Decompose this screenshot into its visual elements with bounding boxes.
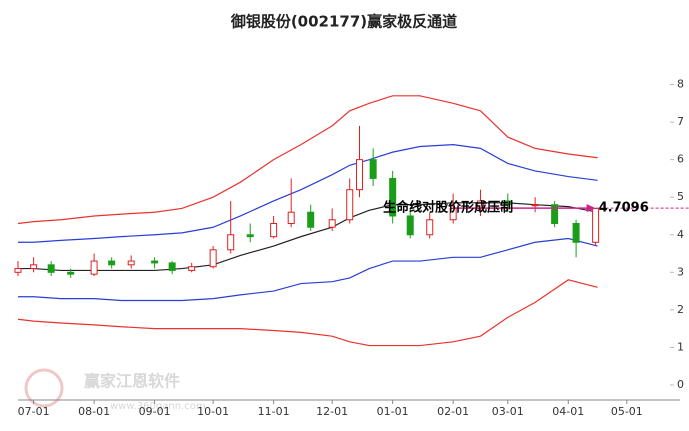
y-tick-label: 3 <box>677 265 684 278</box>
candle-body <box>30 264 38 270</box>
candle-body <box>346 189 354 221</box>
annotation-text: 生命线对股价形成压制 <box>383 200 513 216</box>
candle-body <box>355 159 363 191</box>
channel-line <box>17 95 598 225</box>
candle-body <box>504 200 512 206</box>
y-tick-label: 4 <box>677 228 684 241</box>
y-tick-label: 1 <box>677 340 684 353</box>
candle-body <box>14 268 22 273</box>
candle-body <box>369 159 377 179</box>
x-tick-label: 05-01 <box>611 405 643 418</box>
x-tick-label: 12-01 <box>316 405 348 418</box>
candle-body <box>328 219 336 228</box>
annotation-label: 4.7096 <box>599 201 649 216</box>
candle-body <box>90 260 98 275</box>
x-tick-label: 08-01 <box>78 405 110 418</box>
x-tick-label: 02-01 <box>437 405 469 418</box>
arrow-head <box>586 204 596 213</box>
candle-body <box>168 262 176 271</box>
candle-body <box>389 177 397 217</box>
candle-body <box>209 249 217 268</box>
candle-body <box>287 211 295 224</box>
channel-line <box>18 237 598 302</box>
x-tick-label: 09-01 <box>139 405 171 418</box>
candle-body <box>127 260 135 266</box>
y-tick-label: 2 <box>677 303 684 316</box>
y-tick-label: 7 <box>677 115 684 128</box>
channel-line <box>18 202 598 272</box>
candle-body <box>47 264 55 273</box>
candle-body <box>426 219 434 236</box>
candle-body <box>531 204 539 207</box>
chart-title: 御银股份(002177)赢家极反通道 <box>230 13 457 31</box>
watermark-logo <box>24 368 64 408</box>
candle-body <box>406 215 414 236</box>
y-tick-label: 0 <box>677 378 684 391</box>
watermark: 赢家江恩软件 <box>84 372 180 391</box>
channel-line <box>18 144 598 243</box>
x-tick-label: 03-01 <box>492 405 524 418</box>
candle-body <box>572 222 580 243</box>
x-tick-label: 11-01 <box>258 405 290 418</box>
candle-body <box>551 204 559 224</box>
x-tick-label: 01-01 <box>377 405 409 418</box>
candle-body <box>270 222 278 238</box>
candle-body <box>67 271 75 275</box>
candle-body <box>108 260 116 266</box>
candle-body <box>227 234 235 251</box>
candle-body <box>188 266 196 271</box>
y-tick-label: 5 <box>677 190 684 203</box>
candle-body <box>151 260 159 264</box>
candle-body <box>307 211 315 228</box>
x-tick-label: 10-01 <box>197 405 229 418</box>
y-tick-label: 8 <box>677 78 684 91</box>
x-tick-label: 07-01 <box>18 405 50 418</box>
channel-line <box>17 279 598 347</box>
watermark-url: www.360gann.com <box>110 401 206 412</box>
y-tick-label: 6 <box>677 153 684 166</box>
x-tick-label: 04-01 <box>552 405 584 418</box>
candle-body <box>246 234 254 238</box>
